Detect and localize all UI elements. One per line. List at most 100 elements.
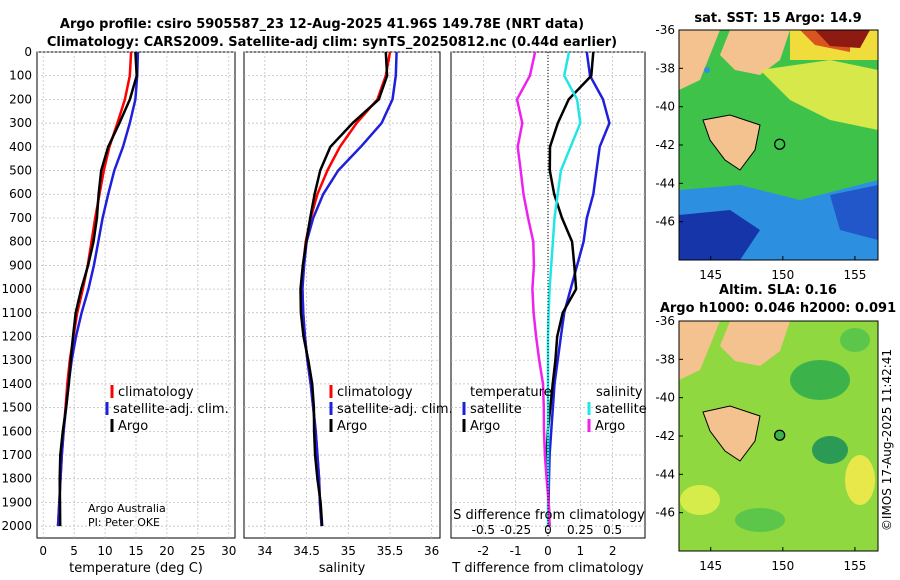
- sla-land-victoria: [720, 321, 790, 366]
- map-y-tick-label: -46: [655, 506, 675, 520]
- sla-eddy-4: [680, 485, 720, 515]
- salinity-legend: climatology satellite-adj. clim. Argo: [329, 385, 453, 434]
- x-tick-label: 36: [424, 544, 439, 558]
- sla-eddy-6: [840, 328, 870, 352]
- depth-tick-label: 600: [9, 187, 32, 201]
- salinity-panel: 34 34.5 35 35.5 36 salinity: [243, 51, 441, 576]
- depth-tick-label: 1800: [1, 472, 32, 486]
- depth-tick-label: 1200: [1, 329, 32, 343]
- map-y-tick-label: -46: [655, 215, 675, 229]
- sla-map-ticks: 145 150 155 -36 -38 -40 -42 -44 -46: [655, 314, 866, 573]
- depth-tick-label: 200: [9, 92, 32, 106]
- sst-argo-marker: [774, 138, 786, 150]
- map-y-tick-label: -42: [655, 429, 675, 443]
- sla-eddy-5: [735, 508, 785, 532]
- credit-line1: Argo Australia: [88, 502, 166, 515]
- sla-map-title-line1: Altim. SLA: 0.16: [719, 283, 837, 298]
- x-axis-label: salinity: [319, 561, 366, 576]
- depth-tick-label: 900: [9, 258, 32, 272]
- difference-top-axis-label: S difference from climatology: [453, 508, 645, 523]
- sst-land-tasmania: [702, 114, 761, 171]
- sst-hottest-patch: [815, 30, 870, 48]
- map-y-tick-label: -40: [655, 391, 675, 405]
- series-line-salinity-satellite: [546, 51, 582, 527]
- x-tick-label: 34: [257, 544, 272, 558]
- series-line-satellite-adj-clim-: [301, 51, 398, 527]
- sla-eddy-1: [790, 360, 850, 400]
- depth-tick-label: 1000: [1, 282, 32, 296]
- top-x-tick-label: 0: [544, 523, 552, 537]
- sla-land-mainland-west: [679, 321, 720, 380]
- difference-legend: temperature satellite Argo salinity sate…: [462, 385, 647, 434]
- legend-label-climatology: climatology: [337, 385, 413, 400]
- map-y-tick-label: -36: [655, 314, 675, 328]
- figure-title-line2: Climatology: CARS2009. Satellite-adj cli…: [47, 35, 617, 50]
- legend-label-salinity-argo: Argo: [595, 419, 625, 434]
- depth-tick-label: 1300: [1, 353, 32, 367]
- legend-label-temperature-satellite: satellite: [470, 402, 522, 417]
- map-y-tick-label: -36: [655, 23, 675, 37]
- map-y-tick-label: -44: [655, 176, 675, 190]
- map-x-tick-label: 150: [771, 268, 794, 282]
- depth-tick-label: 400: [9, 140, 32, 154]
- sst-coldest-region: [679, 210, 760, 260]
- figure-title-line1: Argo profile: csiro 5905587_23 12-Aug-20…: [60, 17, 584, 32]
- map-y-tick-label: -40: [655, 100, 675, 114]
- depth-tick-label: 100: [9, 69, 32, 83]
- legend-label-argo: Argo: [118, 419, 148, 434]
- temperature-legend: climatology satellite-adj. clim. Argo: [105, 385, 229, 434]
- depth-tick-label: 0: [24, 45, 32, 59]
- depth-tick-label: 800: [9, 235, 32, 249]
- x-tick-label: 35: [341, 544, 356, 558]
- sst-map-title: sat. SST: 15 Argo: 14.9: [694, 11, 861, 26]
- sla-eddy-2: [812, 436, 848, 464]
- x-tick-label: -1: [510, 544, 522, 558]
- legend-title-salinity: salinity: [596, 385, 643, 400]
- plot-area: [243, 51, 441, 539]
- map-y-tick-label: -38: [655, 352, 675, 366]
- sla-argo-marker: [774, 429, 786, 441]
- map-x-tick-label: 155: [843, 268, 866, 282]
- sla-map-title-line2: Argo h1000: 0.046 h2000: 0.091: [660, 301, 896, 316]
- sst-map-ticks: 145 150 155 -36 -38 -40 -42 -44 -46: [655, 23, 866, 282]
- depth-tick-label: 1100: [1, 306, 32, 320]
- depth-tick-label: 300: [9, 116, 32, 130]
- sst-land-victoria: [720, 30, 790, 75]
- depth-tick-label: 1900: [1, 495, 32, 509]
- x-tick-label: 15: [128, 544, 143, 558]
- legend-title-temperature: temperature: [470, 385, 552, 400]
- legend-label-climatology: climatology: [118, 385, 194, 400]
- imos-stamp: ©IMOS 17-Aug-2025 11:42:41: [880, 349, 894, 531]
- x-tick-label: 10: [97, 544, 112, 558]
- x-tick-label: -2: [477, 544, 489, 558]
- sla-map: [679, 321, 878, 551]
- x-tick-label: 30: [221, 544, 236, 558]
- sla-eddy-3: [845, 455, 875, 505]
- x-tick-label: 20: [159, 544, 174, 558]
- top-x-tick-label: -0.5: [472, 523, 495, 537]
- x-axis-label: T difference from climatology: [451, 561, 644, 576]
- depth-tick-label: 2000: [1, 519, 32, 533]
- x-tick-label: 0: [544, 544, 552, 558]
- map-x-tick-label: 150: [771, 559, 794, 573]
- map-y-tick-label: -38: [655, 61, 675, 75]
- difference-panel: -2 -1 0 1 2 T difference from climatology -0.5…: [450, 51, 646, 576]
- series-line-satellite-adj-clim-: [56, 51, 140, 527]
- sst-cold-patch-east: [830, 185, 878, 240]
- x-tick-label: 1: [577, 544, 585, 558]
- top-x-tick-label: -0.25: [500, 523, 531, 537]
- legend-label-satellite: satellite-adj. clim.: [337, 402, 453, 417]
- sst-warm-region: [760, 60, 878, 130]
- temperature-panel: 0100200300400500600700800900100011001200…: [1, 45, 236, 576]
- map-y-tick-label: -42: [655, 138, 675, 152]
- x-tick-label: 35.5: [377, 544, 404, 558]
- x-tick-label: 34.5: [293, 544, 320, 558]
- x-tick-label: 2: [609, 544, 617, 558]
- legend-label-temperature-argo: Argo: [470, 419, 500, 434]
- map-x-tick-label: 145: [699, 268, 722, 282]
- top-x-tick-label: 0.5: [603, 523, 622, 537]
- sla-land-tasmania: [702, 405, 761, 462]
- x-tick-label: 25: [190, 544, 205, 558]
- depth-tick-label: 1600: [1, 424, 32, 438]
